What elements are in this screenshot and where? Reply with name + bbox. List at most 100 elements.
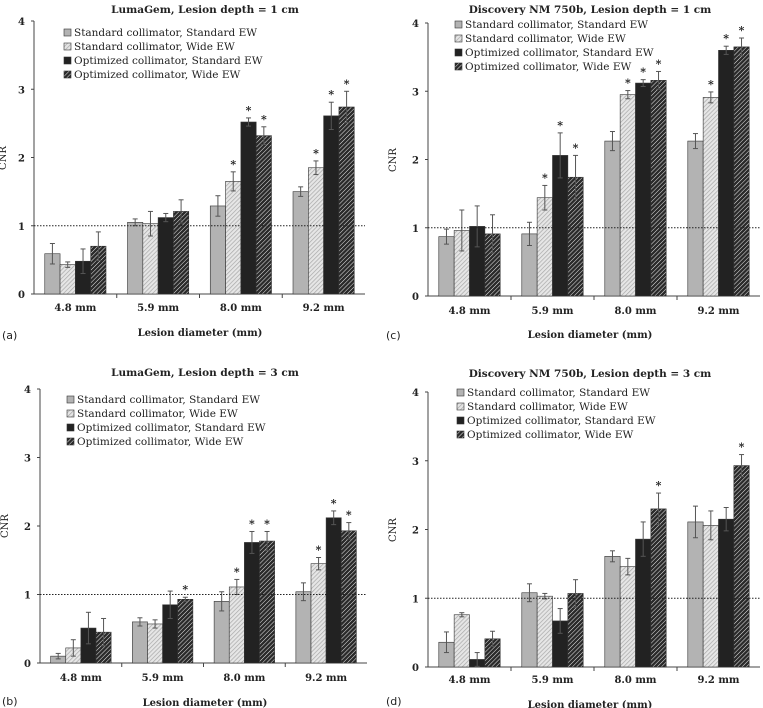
legend: Standard collimator, Standard EW Standard… (454, 19, 654, 73)
bar (702, 97, 719, 297)
y-axis-label: CNR (0, 146, 9, 170)
bar (718, 518, 735, 668)
chart-title: Discovery NM 750b, Lesion depth = 1 cm (469, 4, 712, 16)
bar (521, 592, 538, 668)
legend-swatch (454, 48, 463, 57)
bar (173, 211, 190, 295)
y-axis-label: CNR (388, 148, 399, 172)
bar (733, 46, 750, 297)
y-tick-label: 4 (18, 17, 25, 28)
y-tick-label: 1 (412, 224, 419, 235)
panel-label: (d) (386, 695, 402, 708)
bar (157, 217, 174, 295)
x-tick-label: 8.0 mm (220, 303, 262, 314)
y-tick-label: 3 (412, 457, 419, 468)
significance-marker: * (346, 509, 352, 522)
significance-marker: * (542, 171, 548, 184)
x-axis-label: Lesion diameter (mm) (138, 328, 263, 339)
y-axis-label: CNR (388, 518, 399, 542)
bar (255, 135, 272, 295)
significance-marker: * (246, 104, 252, 117)
significance-marker: * (723, 32, 729, 45)
y-tick-label: 0 (412, 292, 419, 303)
bar (147, 623, 163, 664)
significance-marker: * (708, 78, 714, 91)
bar (308, 167, 324, 295)
bar (718, 49, 735, 297)
x-tick-label: 9.2 mm (305, 673, 347, 684)
bar (310, 563, 327, 664)
chart-panel-b: LumaGem, Lesion depth = 3 cm 0 1 2 3 4 CNR Lesi… (0, 367, 367, 708)
chart-panel-c: Discovery NM 750b, Lesion depth = 1 cm 0 1… (386, 4, 760, 342)
legend-swatch (456, 388, 465, 397)
legend-label: Optimized collimator, Standard EW (467, 415, 656, 427)
x-tick-label: 4.8 mm (448, 306, 490, 317)
panel-label: (a) (2, 329, 17, 342)
chart-title: LumaGem, Lesion depth = 1 cm (111, 4, 299, 16)
legend: Standard collimator, Standard EW Standard… (63, 27, 263, 81)
bar (340, 530, 357, 664)
legend-label: Optimized collimator, Standard EW (74, 55, 263, 67)
y-tick-label: 1 (412, 594, 419, 605)
x-axis-label: Lesion diameter (mm) (528, 700, 653, 708)
legend-label: Standard collimator, Wide EW (467, 401, 628, 413)
legend-swatch (454, 62, 463, 71)
panel-label: (b) (2, 695, 18, 708)
x-tick-label: 5.9 mm (531, 306, 573, 317)
bar (536, 595, 553, 668)
x-axis-label: Lesion diameter (mm) (143, 698, 268, 708)
legend-swatch (66, 395, 75, 404)
x-tick-label: 5.9 mm (142, 673, 184, 684)
x-tick-label: 9.2 mm (303, 303, 345, 314)
legend-swatch (63, 70, 72, 79)
significance-marker: * (313, 147, 319, 160)
significance-marker: * (573, 141, 579, 154)
bar (244, 542, 260, 664)
y-tick-label: 3 (412, 87, 419, 98)
bar (259, 540, 275, 664)
y-tick-label: 2 (18, 154, 25, 165)
bar (59, 264, 76, 295)
bar (325, 517, 342, 664)
y-tick-label: 1 (18, 222, 25, 233)
legend-label: Standard collimator, Wide EW (77, 408, 238, 420)
bar (650, 80, 667, 297)
x-axis-label: Lesion diameter (mm) (528, 330, 653, 341)
y-tick-label: 3 (18, 85, 25, 96)
y-tick-label: 0 (24, 659, 31, 670)
significance-marker: * (640, 66, 646, 79)
legend: Standard collimator, Standard EW Standard… (456, 387, 656, 441)
significance-marker: * (739, 24, 745, 37)
legend-swatch (63, 28, 72, 37)
significance-marker: * (182, 583, 188, 596)
legend-swatch (66, 423, 75, 432)
bar (209, 205, 226, 295)
legend-swatch (63, 42, 72, 51)
bar (177, 598, 194, 664)
legend-label: Optimized collimator, Wide EW (77, 436, 244, 448)
significance-marker: * (625, 77, 631, 90)
significance-marker: * (230, 158, 236, 171)
legend-label: Standard collimator, Wide EW (74, 41, 235, 53)
x-tick-label: 8.0 mm (223, 673, 265, 684)
y-tick-label: 1 (24, 591, 31, 602)
bar (228, 586, 245, 664)
bar (687, 140, 704, 297)
y-tick-label: 2 (412, 526, 419, 537)
legend-label: Standard collimator, Standard EW (467, 387, 650, 399)
x-tick-label: 5.9 mm (137, 303, 179, 314)
bar (132, 621, 148, 664)
significance-marker: * (261, 113, 267, 126)
chart-title: Discovery NM 750b, Lesion depth = 3 cm (469, 368, 712, 380)
panel-label: (c) (386, 329, 401, 342)
bar (635, 538, 652, 668)
bar (650, 508, 667, 668)
legend-swatch (456, 416, 465, 425)
legend-swatch (66, 437, 75, 446)
legend: Standard collimator, Standard EW Standard… (66, 394, 266, 448)
significance-marker: * (557, 119, 563, 132)
bar (619, 566, 636, 668)
x-tick-label: 4.8 mm (448, 675, 490, 686)
x-tick-label: 4.8 mm (60, 673, 102, 684)
